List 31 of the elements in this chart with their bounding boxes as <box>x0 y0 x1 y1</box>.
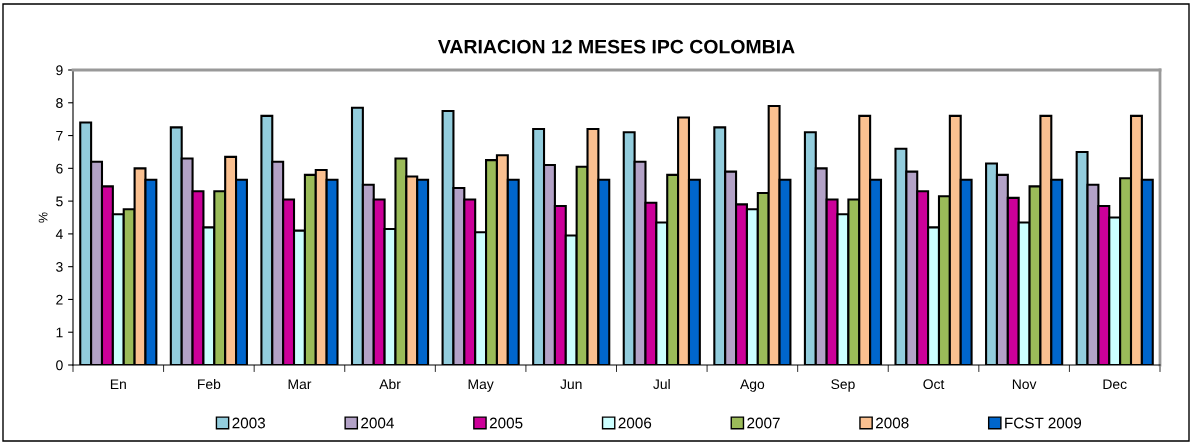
y-tick-label: 5 <box>56 196 63 207</box>
x-tick-label: Jun <box>560 379 582 390</box>
legend-label: FCST 2009 <box>1005 417 1082 429</box>
x-tick-label: Abr <box>379 378 401 390</box>
y-tick-label: 7 <box>56 131 63 141</box>
legend-label: 2006 <box>618 417 652 429</box>
y-tick-label: 1 <box>56 327 63 338</box>
x-tick-label: En <box>110 379 126 389</box>
y-tick-label: 6 <box>56 163 63 174</box>
y-tick-label: 8 <box>56 98 63 108</box>
x-tick-label: Feb <box>198 378 221 390</box>
legend-label: 2003 <box>232 417 266 429</box>
y-tick-label: 4 <box>55 229 63 239</box>
legend-label: 2005 <box>489 417 523 429</box>
y-axis-title: % <box>38 212 48 223</box>
legend-label: 2004 <box>361 417 394 429</box>
y-tick-label: 2 <box>56 294 63 305</box>
chart-title: VARIACION 12 MESES IPC COLOMBIA <box>438 39 795 54</box>
y-tick-label: 0 <box>56 360 63 371</box>
x-tick-label: May <box>468 379 494 392</box>
x-tick-label: Mar <box>288 379 312 390</box>
x-tick-label: Sep <box>831 379 855 392</box>
legend-label: 2007 <box>747 417 780 429</box>
x-tick-label: Ago <box>740 379 765 392</box>
y-tick-label: 3 <box>56 262 63 272</box>
legend-label: 2008 <box>876 417 909 429</box>
y-tick-label: 9 <box>56 65 63 76</box>
x-tick-label: Jul <box>653 378 670 390</box>
x-tick-label: Oct <box>923 379 945 390</box>
x-tick-label: Dec <box>1103 379 1127 390</box>
x-tick-label: Nov <box>1012 379 1037 390</box>
